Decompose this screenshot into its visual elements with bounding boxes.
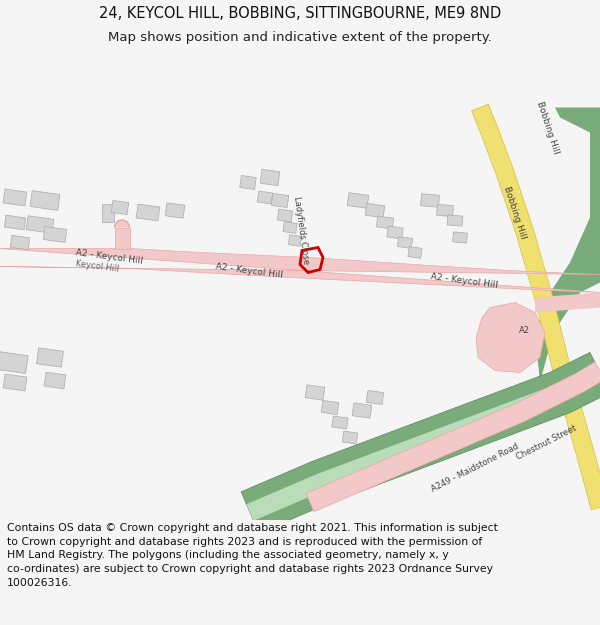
Text: Bobbing Hill: Bobbing Hill	[535, 100, 561, 155]
Bar	[3, 374, 27, 391]
Polygon shape	[476, 302, 545, 372]
Bar	[4, 215, 26, 230]
Bar	[30, 191, 60, 211]
Text: Ladyfields Close: Ladyfields Close	[292, 196, 310, 265]
Bar	[43, 226, 67, 242]
Text: A2 - Keycol Hill: A2 - Keycol Hill	[215, 262, 283, 279]
Text: Bobbing Hill: Bobbing Hill	[502, 185, 528, 240]
Text: Map shows position and indicative extent of the property.: Map shows position and indicative extent…	[108, 31, 492, 44]
Polygon shape	[472, 104, 600, 510]
Wedge shape	[115, 220, 130, 228]
Bar	[26, 216, 54, 233]
Bar	[10, 235, 30, 250]
Bar	[332, 416, 348, 429]
Bar	[397, 237, 413, 248]
Bar	[44, 372, 66, 389]
Polygon shape	[115, 228, 130, 249]
Polygon shape	[306, 362, 600, 512]
Text: A249 - Maidstone Road: A249 - Maidstone Road	[430, 441, 521, 494]
Bar	[421, 194, 439, 208]
Bar	[136, 204, 160, 221]
Bar	[37, 348, 64, 367]
Bar	[376, 216, 394, 229]
Bar	[289, 235, 302, 246]
Bar	[257, 191, 272, 204]
Bar	[408, 247, 422, 258]
Bar	[102, 204, 114, 221]
Text: Contains OS data © Crown copyright and database right 2021. This information is : Contains OS data © Crown copyright and d…	[7, 523, 498, 588]
Bar	[347, 192, 369, 208]
Bar	[240, 176, 256, 189]
Bar	[352, 402, 372, 418]
Text: Chestnut Street: Chestnut Street	[515, 423, 578, 462]
Bar	[321, 401, 339, 414]
Bar	[165, 202, 185, 218]
Bar	[343, 431, 358, 444]
Text: A2 - Keycol Hill: A2 - Keycol Hill	[430, 272, 499, 289]
Polygon shape	[535, 107, 600, 382]
Bar	[111, 201, 129, 214]
Bar	[387, 226, 403, 239]
Bar	[452, 232, 467, 243]
Text: Keycol Hill: Keycol Hill	[75, 259, 119, 274]
Bar	[0, 351, 28, 374]
Bar	[305, 385, 325, 400]
Bar	[271, 194, 289, 208]
Polygon shape	[0, 249, 600, 292]
Polygon shape	[247, 364, 600, 521]
Text: A2 - Keycol Hill: A2 - Keycol Hill	[75, 248, 143, 266]
Text: A2: A2	[518, 326, 530, 335]
Polygon shape	[241, 352, 600, 533]
Bar	[277, 209, 293, 222]
Bar	[437, 204, 454, 217]
Polygon shape	[535, 292, 600, 312]
Bar	[365, 203, 385, 217]
Text: 24, KEYCOL HILL, BOBBING, SITTINGBOURNE, ME9 8ND: 24, KEYCOL HILL, BOBBING, SITTINGBOURNE,…	[99, 6, 501, 21]
Bar	[283, 222, 297, 233]
Bar	[3, 189, 27, 206]
Bar	[366, 391, 384, 404]
Bar	[260, 169, 280, 186]
Bar	[447, 215, 463, 226]
